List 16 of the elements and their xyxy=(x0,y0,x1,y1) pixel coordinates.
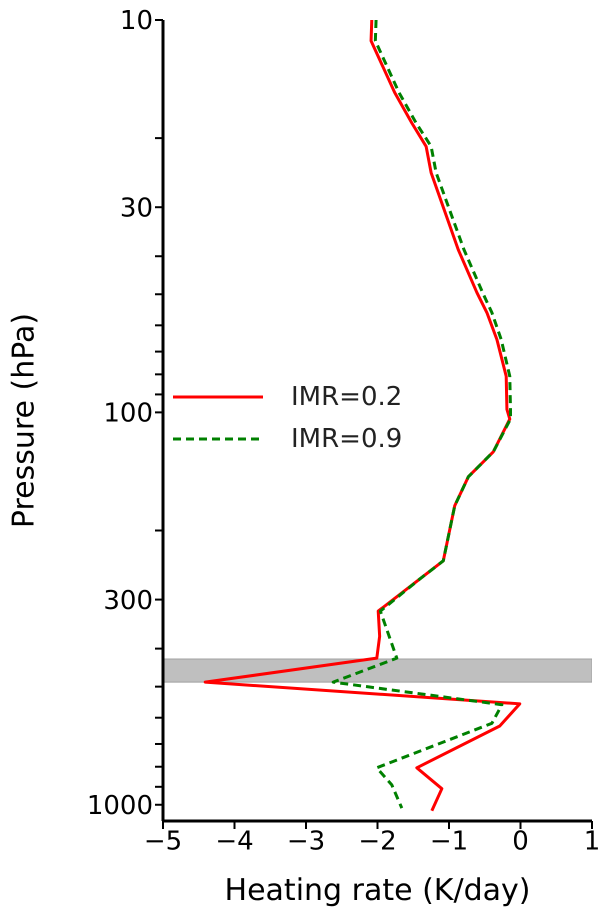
x-tick-label: −5 xyxy=(144,826,182,856)
x-tick-label: 0 xyxy=(512,826,529,856)
x-axis-title: Heating rate (K/day) xyxy=(224,873,530,908)
y-tick-label: 100 xyxy=(103,398,153,429)
y-tick-label: 10 xyxy=(120,6,153,36)
y-tick-label: 1000 xyxy=(86,790,153,821)
x-tick-label: −1 xyxy=(430,826,468,856)
legend-label: IMR=0.2 xyxy=(291,382,402,412)
y-axis-title: Pressure (hPa) xyxy=(6,312,42,528)
x-tick-label: 1 xyxy=(584,826,600,856)
x-tick-label: −2 xyxy=(358,826,397,856)
legend-label: IMR=0.9 xyxy=(291,424,402,454)
y-tick-label: 300 xyxy=(103,586,153,616)
x-tick-label: −3 xyxy=(286,826,326,856)
y-tick-label: 30 xyxy=(120,193,153,224)
x-tick-label: −4 xyxy=(215,826,254,856)
